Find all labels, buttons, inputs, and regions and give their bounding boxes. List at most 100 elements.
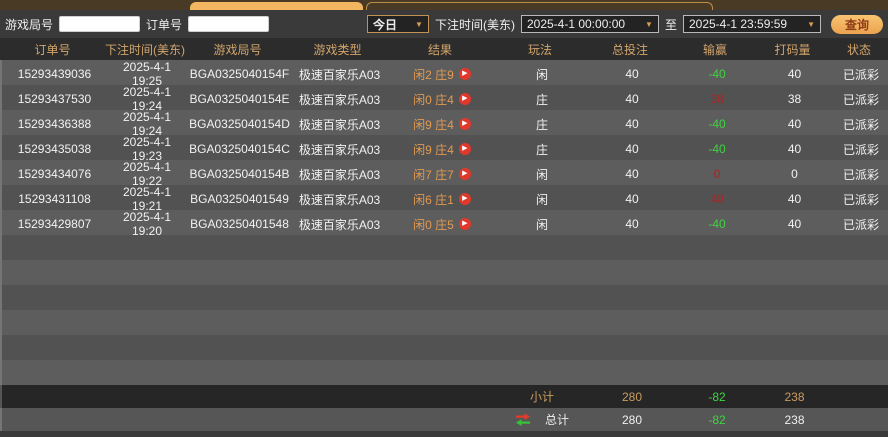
- result-text: 闲0 庄5: [413, 217, 454, 232]
- col-header-round-id: 游戏局号: [213, 42, 262, 57]
- date-range-value: 今日: [372, 17, 397, 32]
- table-row: [2, 235, 888, 260]
- cell-status: 已派彩: [842, 92, 879, 107]
- start-time-value: 2025-4-1 00:00:00: [526, 17, 626, 31]
- start-time-select[interactable]: 2025-4-1 00:00:00 ▼: [520, 15, 659, 33]
- cell-order-id: 15293431108: [18, 192, 91, 206]
- cell-game-type: 极速百家乐A03: [298, 217, 381, 232]
- cell-turnover: 40: [787, 117, 802, 131]
- table-row: 15293439036 2025-4-1 19:25 BGA0325040154…: [2, 60, 888, 88]
- order-number-label: 订单号: [146, 17, 183, 32]
- result-text: 闲9 庄4: [413, 142, 454, 157]
- col-header-total-bet: 总投注: [611, 42, 648, 57]
- game-round-input[interactable]: [59, 16, 141, 32]
- cell-play: 闲: [535, 192, 548, 207]
- subtotal-total-bet: 280: [621, 389, 643, 404]
- cell-round-id: BGA0325040154E: [189, 92, 290, 106]
- order-number-input[interactable]: [188, 16, 270, 32]
- play-icon[interactable]: ▶: [458, 118, 471, 130]
- cell-round-id: BGA0325040154D: [189, 117, 290, 131]
- result-text: 闲7 庄7: [413, 167, 454, 182]
- cell-bet-time: 2025-4-1 19:24: [122, 110, 172, 138]
- play-icon[interactable]: ▶: [458, 93, 471, 105]
- cell-bet-time: 2025-4-1 19:23: [122, 135, 172, 163]
- subtotal-win-loss: -82: [708, 389, 726, 404]
- table-row: 15293431108 2025-4-1 19:21 BGA0325040154…: [2, 185, 888, 213]
- subtotal-turnover: 238: [784, 389, 805, 404]
- end-time-select[interactable]: 2025-4-1 23:59:59 ▼: [682, 15, 821, 33]
- total-label-cell: 总计: [497, 411, 587, 428]
- exchange-icon[interactable]: [515, 413, 531, 426]
- cell-bet-time: 2025-4-1 19:20: [122, 210, 172, 238]
- cell-status: 已派彩: [842, 217, 879, 232]
- cell-win-loss: 40: [710, 192, 724, 206]
- chevron-down-icon: ▼: [807, 19, 815, 29]
- cell-order-id: 15293434076: [17, 167, 92, 181]
- play-icon[interactable]: ▶: [458, 143, 471, 155]
- cell-result: 闲9 庄4 ▶: [387, 141, 497, 158]
- table-row: [2, 335, 888, 360]
- table-row: 15293437530 2025-4-1 19:24 BGA0325040154…: [2, 85, 888, 113]
- total-label: 总计: [544, 413, 569, 427]
- cell-turnover: 0: [791, 167, 798, 181]
- cell-round-id: BGA0325040154C: [189, 142, 290, 156]
- cell-play: 闲: [535, 167, 548, 182]
- cell-play: 闲: [535, 67, 548, 82]
- cell-bet-time: 2025-4-1 19:25: [122, 60, 172, 88]
- filter-bar: 游戏局号 订单号 今日 ▼ 下注时间(美东) 2025-4-1 00:00:00…: [0, 10, 888, 38]
- cell-win-loss: 0: [713, 167, 721, 181]
- tab-active[interactable]: [190, 2, 363, 10]
- col-header-game-type: 游戏类型: [313, 42, 362, 57]
- cell-status: 已派彩: [842, 67, 879, 82]
- cell-turnover: 40: [787, 192, 802, 206]
- cell-play: 庄: [535, 117, 548, 132]
- cell-round-id: BGA03250401548: [190, 217, 289, 231]
- table-row: 15293435038 2025-4-1 19:23 BGA0325040154…: [2, 135, 888, 163]
- end-time-value: 2025-4-1 23:59:59: [688, 17, 788, 31]
- cell-turnover: 40: [787, 67, 802, 81]
- table-row: 15293434076 2025-4-1 19:22 BGA0325040154…: [2, 160, 888, 188]
- table-row: [2, 285, 888, 310]
- cell-total-bet: 40: [625, 92, 639, 106]
- cell-play: 庄: [535, 92, 548, 107]
- play-icon[interactable]: ▶: [458, 218, 471, 230]
- table-body: 15293439036 2025-4-1 19:25 BGA0325040154…: [0, 60, 888, 385]
- cell-total-bet: 40: [625, 217, 639, 231]
- play-icon[interactable]: ▶: [458, 193, 471, 205]
- cell-total-bet: 40: [625, 167, 639, 181]
- query-button[interactable]: 查询: [830, 14, 883, 34]
- cell-order-id: 15293435038: [17, 142, 92, 156]
- cell-turnover: 40: [787, 142, 802, 156]
- cell-turnover: 40: [787, 217, 802, 231]
- cell-game-type: 极速百家乐A03: [298, 67, 381, 82]
- cell-total-bet: 40: [625, 117, 639, 131]
- table-header-row: 订单号 下注时间(美东) 游戏局号 游戏类型 结果 玩法 总投注 输赢 打码量 …: [0, 38, 888, 60]
- cell-bet-time: 2025-4-1 19:24: [122, 85, 172, 113]
- table-row: [2, 360, 888, 385]
- chevron-down-icon: ▼: [645, 19, 653, 29]
- cell-result: 闲0 庄4 ▶: [387, 91, 497, 108]
- total-total-bet: 280: [621, 412, 643, 427]
- cell-turnover: 38: [787, 92, 802, 106]
- cell-game-type: 极速百家乐A03: [298, 192, 381, 207]
- cell-play: 闲: [535, 217, 548, 232]
- bottom-strip: [0, 431, 888, 437]
- result-text: 闲0 庄4: [413, 92, 454, 107]
- cell-win-loss: -40: [708, 117, 726, 131]
- play-icon[interactable]: ▶: [458, 68, 471, 80]
- play-icon[interactable]: ▶: [458, 168, 471, 180]
- cell-win-loss: -40: [708, 217, 726, 231]
- result-text: 闲2 庄9: [413, 67, 454, 82]
- cell-result: 闲6 庄1 ▶: [387, 191, 497, 208]
- cell-round-id: BGA0325040154F: [189, 67, 290, 81]
- col-header-status: 状态: [846, 42, 871, 57]
- cell-result: 闲0 庄5 ▶: [387, 216, 497, 233]
- date-range-select[interactable]: 今日 ▼: [366, 15, 429, 33]
- table-row: 15293436388 2025-4-1 19:24 BGA0325040154…: [2, 110, 888, 138]
- cell-game-type: 极速百家乐A03: [298, 117, 381, 132]
- cell-result: 闲7 庄7 ▶: [387, 166, 497, 183]
- total-row: 总计 280 -82 238: [0, 408, 888, 431]
- table-row: [2, 310, 888, 335]
- top-tab-strip: [0, 0, 888, 10]
- tab-inactive[interactable]: [366, 2, 713, 10]
